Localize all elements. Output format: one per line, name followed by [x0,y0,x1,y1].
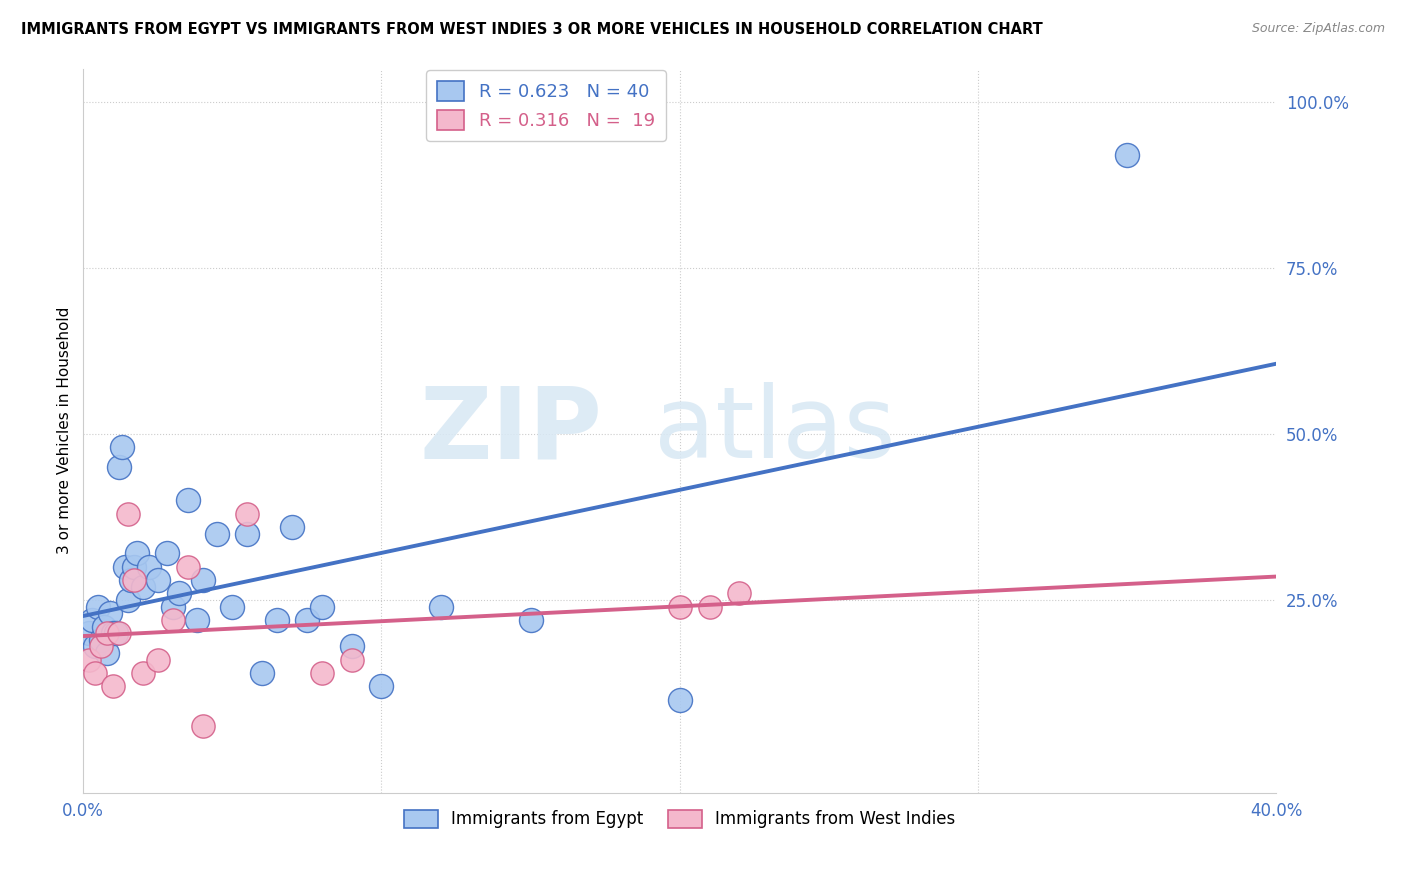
Point [93,619,115,633]
Point [236,526,259,541]
Point [84,666,107,681]
Point [340,653,363,667]
Point [90,640,112,654]
Point [138,559,160,574]
Point [132,580,155,594]
Point [207,526,229,541]
Point [117,593,139,607]
Point [132,666,155,681]
Point [186,613,208,627]
Point [370,679,392,693]
Point [250,666,273,681]
Text: IMMIGRANTS FROM EGYPT VS IMMIGRANTS FROM WEST INDIES 3 OR MORE VEHICLES IN HOUSE: IMMIGRANTS FROM EGYPT VS IMMIGRANTS FROM… [21,22,1043,37]
Point [146,573,169,587]
Point [176,559,198,574]
Point [236,507,259,521]
Point [281,520,304,534]
Point [117,507,139,521]
Point [668,692,690,706]
Point [101,679,124,693]
Point [191,719,214,733]
Point [111,440,134,454]
Point [87,599,110,614]
Point [221,599,243,614]
Point [156,547,179,561]
Point [668,599,690,614]
Point [430,599,453,614]
Point [176,493,198,508]
Point [82,613,104,627]
Point [162,613,184,627]
Y-axis label: 3 or more Vehicles in Household: 3 or more Vehicles in Household [58,307,72,554]
Point [77,626,100,640]
Text: atlas: atlas [654,382,896,479]
Point [191,573,214,587]
Point [311,599,333,614]
Point [120,573,142,587]
Point [295,613,318,627]
Point [84,640,107,654]
Point [167,586,190,600]
Point [96,646,118,660]
Point [101,626,124,640]
Point [340,640,363,654]
Point [146,653,169,667]
Point [105,626,128,640]
Point [519,613,541,627]
Text: ZIP: ZIP [419,382,602,479]
Point [122,573,145,587]
Point [728,586,751,600]
Point [1116,148,1139,162]
Text: Source: ZipAtlas.com: Source: ZipAtlas.com [1251,22,1385,36]
Point [162,599,184,614]
Point [125,547,148,561]
Point [699,599,721,614]
Point [108,460,131,475]
Point [114,559,136,574]
Point [77,653,100,667]
Legend: Immigrants from Egypt, Immigrants from West Indies: Immigrants from Egypt, Immigrants from W… [398,803,962,835]
Point [311,666,333,681]
Point [266,613,288,627]
Point [90,632,112,647]
Point [96,626,118,640]
Point [122,559,145,574]
Point [108,626,131,640]
Point [98,607,121,621]
